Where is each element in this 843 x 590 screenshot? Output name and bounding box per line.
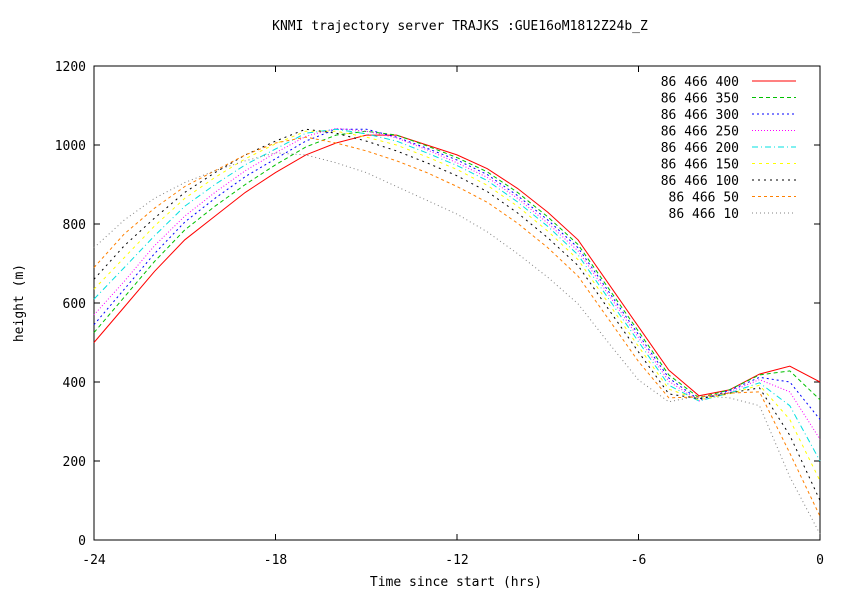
y-tick-label: 200 [63, 455, 86, 470]
series-line [93, 128, 821, 501]
legend-label: 86 466 400 [661, 75, 739, 90]
x-axis-label: Time since start (hrs) [370, 575, 542, 590]
series-line [93, 134, 821, 397]
y-tick-label: 0 [78, 534, 86, 549]
legend-label: 86 466 350 [661, 92, 739, 107]
x-tick-label: -24 [82, 553, 106, 568]
x-tick-label: -6 [631, 553, 647, 568]
series-line [93, 128, 821, 420]
y-tick-label: 400 [63, 376, 86, 391]
y-axis-label: height (m) [12, 264, 27, 342]
plot-area: -24 -18 -12 -6 0 0 200 400 600 800 1000 1200 [55, 60, 824, 568]
y-tick-label: 1000 [55, 139, 86, 154]
legend-label: 86 466 300 [661, 108, 739, 123]
y-tick-label: 800 [63, 218, 86, 233]
series-line [93, 127, 821, 440]
x-tick-label: 0 [816, 553, 824, 568]
series-line [93, 152, 821, 535]
x-tick-label: -18 [264, 553, 287, 568]
legend-label: 86 466 250 [661, 125, 739, 140]
chart-title: KNMI trajectory server TRAJKS :GUE16oM18… [272, 19, 648, 34]
y-tick-label: 1200 [55, 60, 86, 75]
legend-label: 86 466 10 [669, 207, 739, 222]
x-tick-label: -12 [445, 553, 468, 568]
legend-label: 86 466 50 [669, 191, 739, 206]
legend-label: 86 466 100 [661, 174, 739, 189]
series-line [93, 130, 821, 401]
y-tick-label: 600 [63, 297, 86, 312]
legend-label: 86 466 200 [661, 141, 739, 156]
legend-label: 86 466 150 [661, 158, 739, 173]
